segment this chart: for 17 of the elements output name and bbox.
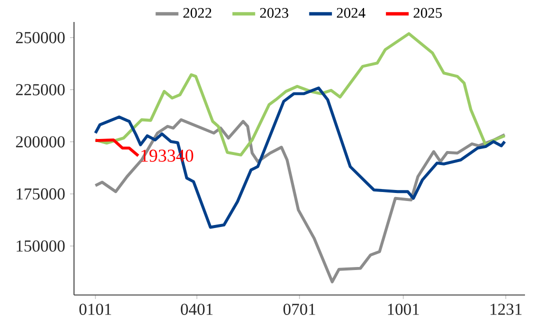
x-tick-label: 0101 <box>79 304 112 315</box>
x-tick-label: 1001 <box>388 304 419 315</box>
y-tick-label: 150000 <box>16 240 65 252</box>
line-series <box>94 86 506 229</box>
x-tick-label: 1231 <box>490 304 522 315</box>
x-tick-label: 0401 <box>180 304 213 315</box>
y-tick-label: 250000 <box>16 32 65 44</box>
y-tick-label: 175000 <box>16 188 65 200</box>
line-series <box>94 118 506 284</box>
y-tick-label: 225000 <box>16 84 65 96</box>
x-tick-label: 0701 <box>283 304 316 315</box>
legend-label: 2023 <box>260 8 288 18</box>
line-series <box>94 138 140 158</box>
y-tick-label: 200000 <box>16 136 65 148</box>
legend-label: 2022 <box>183 8 212 18</box>
legend-label: 2025 <box>414 8 442 18</box>
legend-label: 2024 <box>336 8 366 18</box>
